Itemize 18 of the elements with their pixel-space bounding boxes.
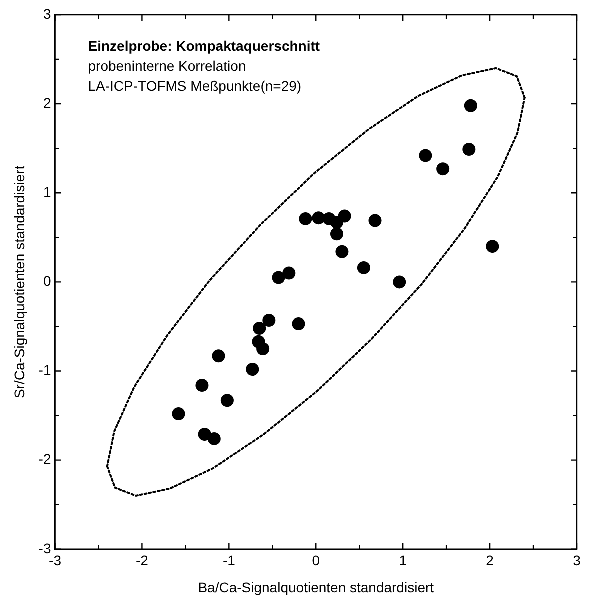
y-tick-label: 1 — [43, 184, 52, 200]
y-tick-label: -3 — [38, 540, 52, 556]
x-tick-label: 2 — [486, 552, 494, 569]
y-axis-title: Sr/Ca-Signalquotienten standardisiert — [11, 166, 28, 399]
annotation: LA-ICP-TOFMS Meßpunkte(n=29) — [88, 78, 302, 94]
y-tick-label: 2 — [43, 94, 52, 111]
x-tick-label: 0 — [312, 552, 320, 569]
text: Einzelprobe: Kompaktaquerschnitt — [88, 38, 320, 54]
y-tick-label: -2 — [38, 451, 52, 468]
x-tick-label: -1 — [222, 552, 236, 569]
x-tick-label: -2 — [136, 552, 149, 569]
x-tick-label: 1 — [399, 552, 408, 569]
annotation: probeninterne Korrelation — [88, 58, 246, 74]
y-tick-label: 3 — [43, 6, 52, 22]
x-tick-label: 3 — [573, 552, 582, 569]
x-axis-title: Ba/Ca-Signalquotienten standardisiert — [198, 579, 434, 596]
y-tick-label: 0 — [43, 273, 52, 290]
y-tick-label: -1 — [38, 362, 52, 378]
